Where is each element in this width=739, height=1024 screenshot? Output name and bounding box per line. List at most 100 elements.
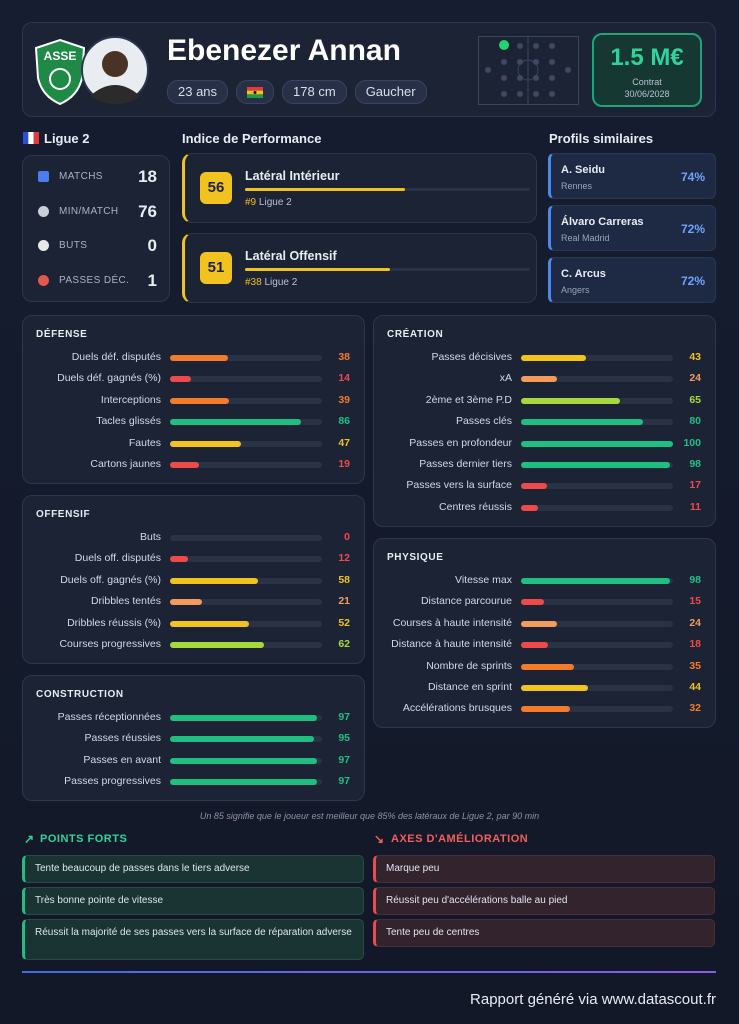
- stat-value: 15: [689, 595, 701, 608]
- list-item: Très bonne pointe de vitesse: [22, 887, 364, 915]
- list-item: Réussit peu d'accélérations balle au pie…: [373, 887, 715, 915]
- stat-label: Duels off. disputés: [74, 552, 161, 565]
- stat-bar: [170, 376, 192, 383]
- stat-label: BUTS: [59, 240, 88, 251]
- stat-label: Tacles glissés: [96, 415, 161, 428]
- stat-track: [170, 736, 322, 743]
- stat-bar: [521, 419, 643, 426]
- stat-bar: [521, 397, 620, 404]
- stat-value: 100: [683, 436, 701, 449]
- stat-bar: [521, 663, 575, 670]
- stat-label: Passes vers la surface: [406, 479, 512, 492]
- stat-label: Passes réceptionnées: [57, 711, 161, 723]
- performance-rank-line: #9 Ligue 2: [245, 197, 292, 208]
- stat-icon: [38, 205, 49, 217]
- stat-track: [521, 483, 673, 490]
- stat-value: 39: [338, 393, 350, 406]
- stat-section: PHYSIQUE Vitesse max 98 Distance parcourue 1…: [373, 538, 716, 729]
- list-item: Réussit la majorité de ses passes vers l…: [22, 919, 364, 960]
- stat-label: MIN/MATCH: [59, 205, 119, 217]
- performance-rank-line: #38 Ligue 2: [245, 277, 297, 288]
- stat-track: [170, 462, 322, 468]
- similar-card: Álvaro Carreras Real Madrid 72%: [548, 205, 716, 251]
- performance-card: 56 Latéral Intérieur #9 Ligue 2: [182, 153, 537, 223]
- stat-value: 14: [338, 372, 350, 385]
- stat-bar: [170, 757, 318, 764]
- stat-bar: [521, 599, 544, 606]
- stat-bar: [170, 599, 202, 606]
- stat-label: Passes en avant: [83, 753, 161, 766]
- stat-bar: [521, 483, 547, 490]
- stat-track: [170, 599, 322, 606]
- stat-value: 19: [338, 458, 350, 470]
- stat-track: [521, 440, 673, 447]
- stat-label: Passes en profondeur: [409, 436, 512, 449]
- list-item: Tente beaucoup de passes dans le tiers a…: [22, 855, 364, 883]
- stat-value: 21: [338, 595, 350, 608]
- stat-label: Passes décisives: [431, 351, 512, 363]
- stat-value: 58: [338, 573, 350, 586]
- tag: 178 cm: [282, 80, 347, 104]
- pitch-circle: [517, 59, 539, 81]
- player-tags: 23 ans 178 cm Gaucher: [167, 80, 427, 104]
- stat-track: [170, 535, 322, 541]
- stat-label: Fautes: [128, 436, 161, 449]
- player-position: [499, 40, 509, 50]
- stat-label: Cartons jaunes: [90, 458, 161, 470]
- stat-value: 38: [338, 351, 350, 363]
- section-title: OFFENSIF: [36, 509, 91, 520]
- stat-label: Distance parcourue: [420, 595, 512, 608]
- performance-role: Latéral Intérieur: [245, 169, 340, 183]
- performance-score: 51: [200, 252, 232, 284]
- stat-label: Courses à haute intensité: [392, 616, 512, 629]
- stat-bar: [521, 706, 570, 713]
- stat-label: MATCHS: [59, 171, 103, 182]
- stat-value: 43: [689, 351, 701, 363]
- divider: [22, 971, 716, 973]
- footer: Rapport généré via www.datascout.fr: [470, 991, 716, 1008]
- stat-value: 32: [689, 702, 701, 715]
- similar-name: C. Arcus: [561, 268, 606, 280]
- stat-label: Duels off. gagnés (%): [60, 573, 161, 586]
- stat-track: [521, 706, 673, 713]
- stat-bar: [170, 779, 318, 786]
- stat-track: [170, 440, 322, 447]
- stat-bar: [170, 620, 250, 627]
- stat-value: 65: [689, 393, 701, 406]
- stat-value: 98: [689, 458, 701, 470]
- stat-value: 0: [344, 531, 350, 543]
- stat-value: 86: [338, 415, 350, 428]
- player-body: [90, 85, 140, 104]
- similar-name: A. Seidu: [561, 164, 606, 176]
- performance-title: Indice de Performance: [182, 131, 322, 146]
- stat-value: 18: [689, 638, 701, 651]
- similar-title: Profils similaires: [549, 131, 654, 146]
- improvements-icon: ↘: [374, 832, 385, 846]
- stat-value: 1: [147, 270, 157, 290]
- performance-score: 56: [200, 172, 232, 204]
- performance-track: [245, 268, 530, 271]
- similar-club: Angers: [561, 285, 590, 295]
- stat-label: PASSES DÉC.: [59, 274, 130, 286]
- club-logo-text: ASSE: [44, 49, 77, 63]
- stat-label: Dribbles réussis (%): [67, 616, 161, 629]
- stat-value: 12: [338, 552, 350, 565]
- stat-icon: [38, 240, 49, 251]
- contract-end: 30/06/2028: [624, 89, 670, 99]
- stat-value: 62: [338, 638, 350, 650]
- stat-bar: [170, 419, 301, 426]
- performance-league: Ligue 2: [264, 277, 298, 288]
- stat-value: 80: [689, 415, 701, 428]
- stat-value: 24: [689, 616, 701, 629]
- stat-bar: [521, 685, 588, 691]
- performance-card: 51 Latéral Offensif #38 Ligue 2: [182, 233, 537, 303]
- stat-value: 44: [689, 681, 701, 693]
- stat-label: Courses progressives: [59, 638, 161, 650]
- stat-value: 24: [689, 372, 701, 385]
- footnote: Un 85 signifie que le joueur est meilleu…: [199, 811, 540, 821]
- club-logo-mark: [49, 68, 71, 90]
- similar-name: Álvaro Carreras: [561, 216, 644, 228]
- contract-label: Contrat: [632, 77, 662, 87]
